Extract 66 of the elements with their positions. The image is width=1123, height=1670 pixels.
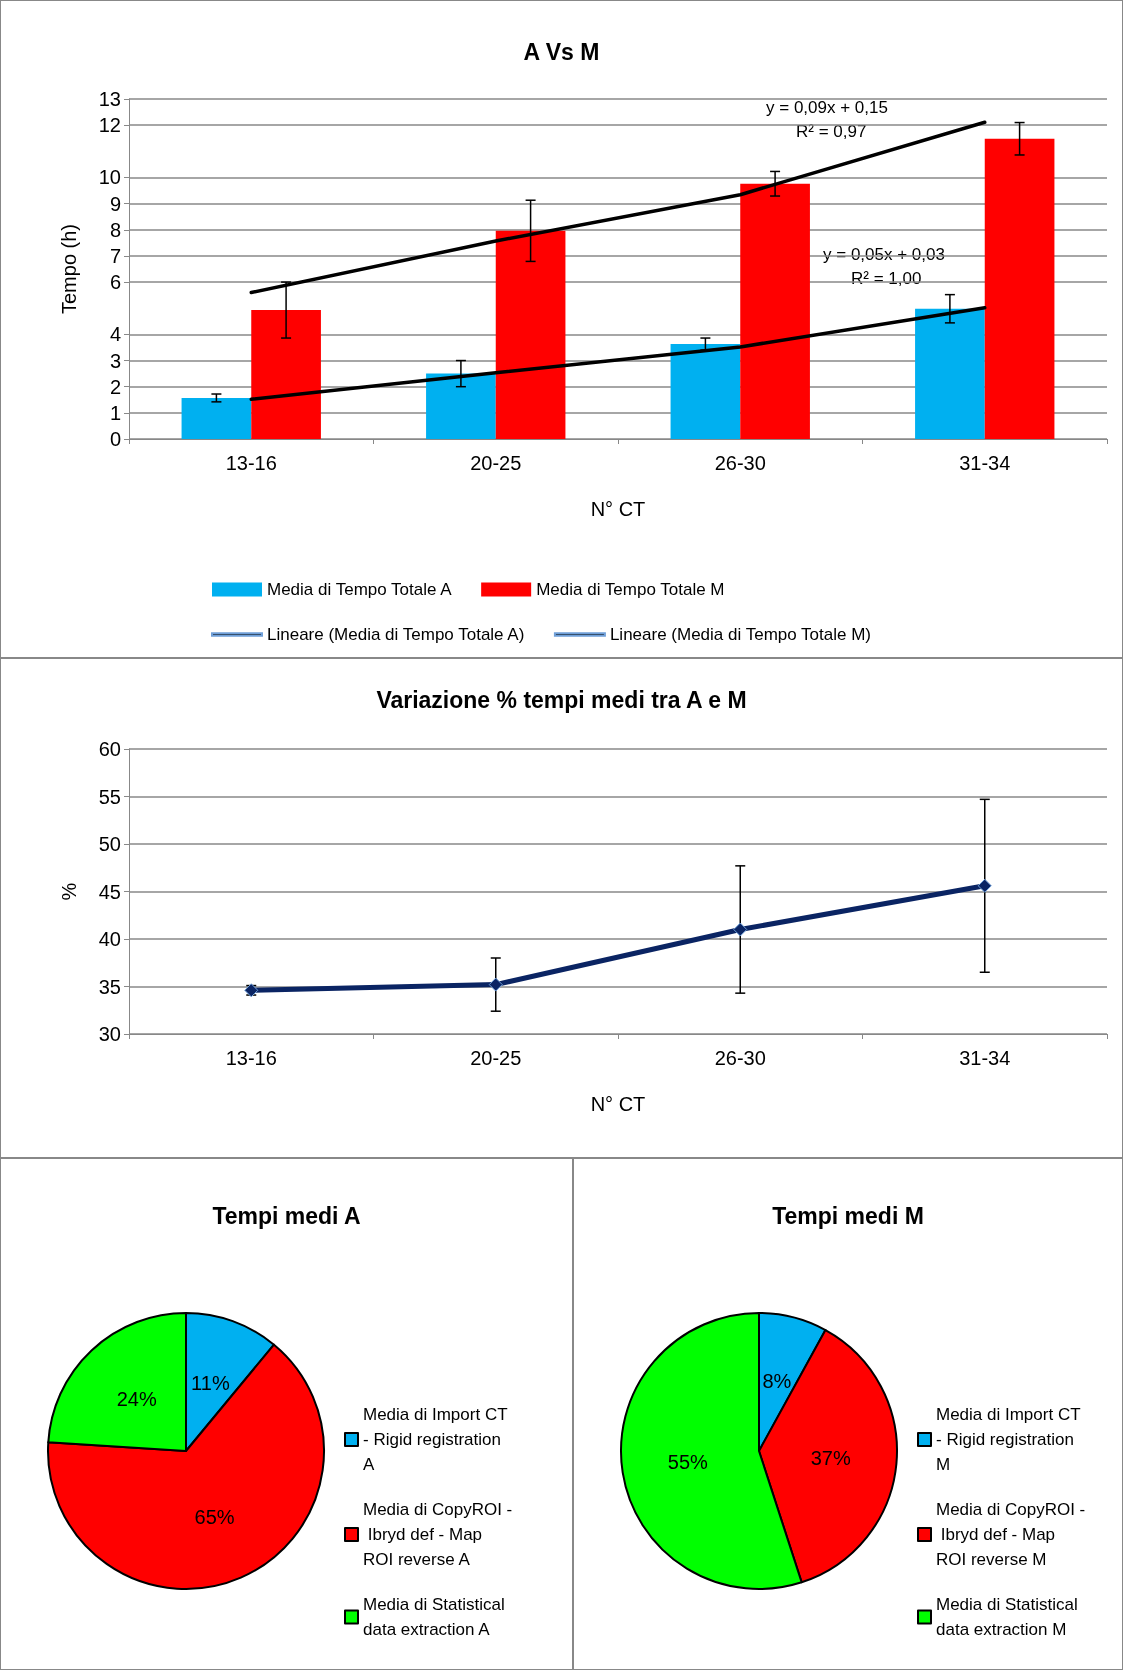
annotation: y = 0,05x + 0,03 bbox=[823, 245, 945, 264]
legend-label: Lineare (Media di Tempo Totale M) bbox=[609, 625, 872, 644]
legend-label: Media di CopyROI - Ibryd def - Map ROI reverse M bbox=[936, 1500, 1086, 1569]
y-tick-label: 6 bbox=[109, 271, 121, 294]
point bbox=[977, 878, 992, 893]
chart-title: A Vs M bbox=[523, 38, 600, 65]
data-label: 55% bbox=[667, 1451, 709, 1474]
chart-title: Variazione % tempi medi tra A e M bbox=[376, 686, 747, 713]
y-tick-label: 0 bbox=[109, 428, 121, 450]
data-label: 65% bbox=[194, 1506, 235, 1529]
y-tick-label: 40 bbox=[98, 928, 121, 950]
y-tick-label: 3 bbox=[109, 349, 121, 372]
x-tick-label: 20-25 bbox=[470, 452, 522, 474]
y-tick-label: 9 bbox=[109, 192, 121, 215]
y-tick-label: 12 bbox=[98, 114, 121, 137]
bar bbox=[426, 373, 496, 439]
data-label: 24% bbox=[116, 1387, 157, 1410]
y-tick-label: 50 bbox=[98, 833, 121, 855]
bar bbox=[495, 230, 566, 439]
y-tick-label: 60 bbox=[98, 738, 121, 760]
chart-title: Tempi medi A bbox=[212, 1202, 361, 1229]
y-tick-label: 55 bbox=[98, 785, 121, 808]
data-label: 37% bbox=[810, 1446, 851, 1469]
bar bbox=[670, 344, 741, 439]
x-tick-label: 31-34 bbox=[959, 452, 1011, 474]
annotation: R² = 1,00 bbox=[851, 269, 922, 288]
bar bbox=[740, 183, 810, 439]
annotation: y = 0,09x + 0,15 bbox=[766, 98, 888, 117]
x-tick-label: 31-34 bbox=[959, 1047, 1011, 1069]
point bbox=[488, 977, 503, 992]
data-label: 11% bbox=[191, 1372, 230, 1395]
y-tick-label: 1 bbox=[109, 401, 121, 424]
x-tick-label: 13-16 bbox=[225, 452, 277, 474]
bar bbox=[915, 308, 985, 439]
y-tick-label: 13 bbox=[98, 88, 121, 110]
bar bbox=[984, 138, 1055, 439]
y-tick-label: 2 bbox=[109, 375, 121, 398]
annotation: R² = 0,97 bbox=[796, 122, 867, 141]
point bbox=[733, 922, 748, 937]
bar bbox=[251, 310, 321, 439]
y-tick-label: 35 bbox=[98, 975, 121, 998]
legend-label: Lineare (Media di Tempo Totale A) bbox=[267, 625, 525, 644]
x-axis-title: N° CT bbox=[590, 498, 646, 520]
y-tick-label: 45 bbox=[98, 880, 121, 903]
chart-title: Tempi medi M bbox=[772, 1202, 924, 1229]
y-tick-label: 8 bbox=[109, 218, 121, 241]
legend-label: Media di Import CT - Rigid registration M bbox=[936, 1405, 1085, 1474]
x-tick-label: 26-30 bbox=[714, 452, 766, 474]
y-tick-label: 7 bbox=[109, 244, 121, 267]
y-tick-label: 4 bbox=[109, 323, 121, 346]
legend-label: Media di Import CT - Rigid registration A bbox=[363, 1405, 512, 1474]
legend-label: Media di Statistical data extraction M bbox=[936, 1595, 1083, 1639]
x-tick-label: 13-16 bbox=[225, 1047, 277, 1069]
data-label: 8% bbox=[762, 1370, 792, 1393]
legend-label: Media di Tempo Totale M bbox=[536, 580, 725, 599]
y-tick-label: 30 bbox=[98, 1023, 121, 1045]
y-tick-label: 10 bbox=[98, 166, 121, 189]
x-tick-label: 20-25 bbox=[470, 1047, 522, 1069]
x-tick-label: 26-30 bbox=[714, 1047, 766, 1069]
y-axis-title: % bbox=[58, 882, 80, 901]
legend-label: Media di Tempo Totale A bbox=[267, 580, 453, 599]
bar bbox=[181, 397, 252, 439]
legend-label: Media di CopyROI - Ibryd def - Map ROI reverse A bbox=[363, 1500, 513, 1569]
x-axis-title: N° CT bbox=[590, 1093, 646, 1115]
y-axis-title: Tempo (h) bbox=[58, 223, 80, 315]
legend-label: Media di Statistical data extraction A bbox=[363, 1595, 510, 1639]
